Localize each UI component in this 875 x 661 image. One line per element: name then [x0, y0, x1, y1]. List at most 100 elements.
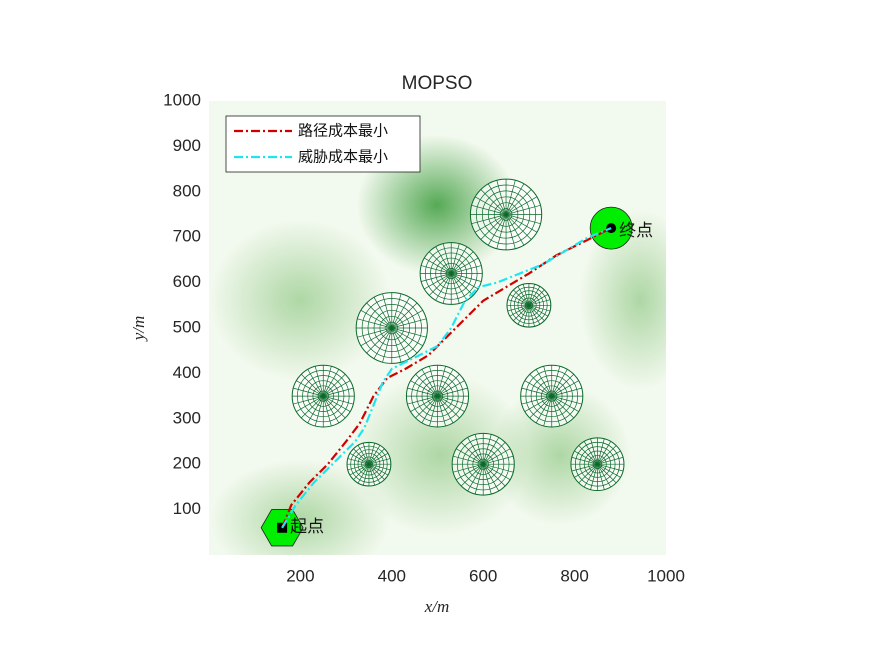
mesh-spoke	[535, 395, 553, 424]
mesh-spoke	[373, 327, 393, 359]
mesh-spoke	[574, 450, 598, 465]
mesh-spoke	[421, 369, 438, 397]
mesh-spoke	[357, 327, 392, 338]
mesh-spoke	[475, 196, 507, 215]
x-tick-label: 200	[286, 566, 314, 585]
mesh-spoke	[322, 395, 340, 424]
mesh-spoke	[543, 366, 553, 397]
mesh-spoke	[578, 463, 598, 484]
mesh-spoke	[505, 214, 532, 240]
mesh-spoke	[590, 464, 598, 490]
mesh-spoke	[437, 366, 446, 397]
obstacle	[570, 437, 625, 492]
mesh-spoke	[496, 180, 507, 215]
x-tick-label: 600	[469, 566, 497, 585]
mesh-spoke	[482, 464, 500, 492]
y-tick-label: 100	[173, 499, 201, 518]
mesh-spoke	[535, 369, 553, 397]
mesh-spoke	[467, 464, 484, 492]
mesh-spoke	[307, 395, 324, 424]
mesh-spoke	[482, 463, 506, 487]
x-tick-label: 1000	[647, 566, 685, 585]
mesh-spoke	[450, 246, 468, 274]
mesh-spoke	[323, 374, 346, 397]
obstacle	[355, 292, 428, 364]
mesh-spoke	[453, 455, 484, 465]
mesh-spoke	[391, 327, 410, 359]
mesh-spoke	[293, 395, 324, 405]
mesh-spoke	[551, 366, 561, 397]
mesh-spoke	[382, 293, 393, 329]
y-tick-label: 700	[173, 227, 201, 246]
mesh-spoke	[437, 380, 465, 397]
y-tick-label: 800	[173, 181, 201, 200]
mesh-spoke	[382, 327, 393, 363]
mesh-spoke	[583, 441, 598, 465]
legend-label: 路径成本最小	[298, 122, 388, 140]
mesh-spoke	[353, 448, 370, 465]
mesh-spoke	[415, 374, 438, 397]
mesh-spoke	[437, 396, 446, 427]
mesh-spoke	[597, 463, 617, 484]
mesh-spoke	[528, 294, 549, 306]
mesh-spoke	[507, 304, 529, 312]
mesh-spoke	[543, 396, 553, 427]
mesh-spoke	[528, 305, 545, 321]
mesh-spoke	[480, 189, 507, 215]
mesh-spoke	[451, 273, 482, 282]
mesh-spoke	[450, 273, 474, 296]
mesh-spoke	[597, 464, 605, 490]
mesh-spoke	[437, 395, 460, 419]
mesh-spoke	[357, 464, 370, 484]
mesh-spoke	[597, 438, 605, 465]
mesh-spoke	[391, 318, 427, 329]
mesh-spoke	[301, 374, 324, 397]
mesh-spoke	[428, 251, 452, 274]
mesh-spoke	[368, 464, 375, 486]
mesh-spoke	[293, 387, 324, 397]
end-label: 终点	[619, 221, 653, 241]
mesh-spoke	[528, 304, 549, 317]
chart-title: MOPSO	[402, 73, 473, 94]
mesh-spoke	[460, 442, 484, 465]
mesh-spoke	[437, 374, 460, 397]
mesh-spoke	[451, 257, 479, 274]
mesh-spoke	[391, 327, 427, 338]
mesh-spoke	[450, 273, 460, 304]
mesh-spoke	[517, 305, 530, 325]
mesh-spoke	[366, 302, 393, 329]
y-tick-label: 200	[173, 454, 201, 473]
mesh-spoke	[391, 293, 402, 329]
mesh-spoke	[368, 463, 385, 480]
mesh-spoke	[507, 299, 529, 306]
x-tick-label: 800	[560, 566, 588, 585]
mesh-spoke	[391, 327, 418, 354]
mesh-spoke	[360, 309, 392, 329]
obstacle	[451, 432, 515, 496]
plot-area	[260, 178, 633, 547]
mesh-spoke	[509, 304, 530, 317]
mesh-spoke	[391, 327, 402, 363]
x-axis-label: x/m	[424, 597, 450, 616]
mesh-spoke	[571, 463, 598, 472]
mesh-spoke	[482, 442, 506, 465]
mesh-spoke	[435, 246, 452, 274]
mesh-spoke	[474, 434, 484, 465]
mesh-spoke	[505, 180, 516, 215]
mesh-spoke	[428, 273, 452, 296]
mesh-spoke	[323, 395, 346, 419]
mesh-spoke	[528, 289, 545, 306]
mesh-spoke	[456, 463, 484, 480]
mesh-spoke	[528, 305, 541, 325]
mesh-spoke	[368, 448, 385, 465]
mesh-spoke	[597, 441, 612, 465]
mesh-spoke	[296, 395, 324, 412]
y-tick-label: 400	[173, 363, 201, 382]
mesh-spoke	[529, 395, 552, 419]
threat-field	[209, 101, 666, 555]
mesh-spoke	[528, 305, 535, 327]
mesh-spoke	[421, 273, 452, 282]
mesh-spoke	[551, 380, 579, 397]
mesh-spoke	[391, 297, 410, 329]
